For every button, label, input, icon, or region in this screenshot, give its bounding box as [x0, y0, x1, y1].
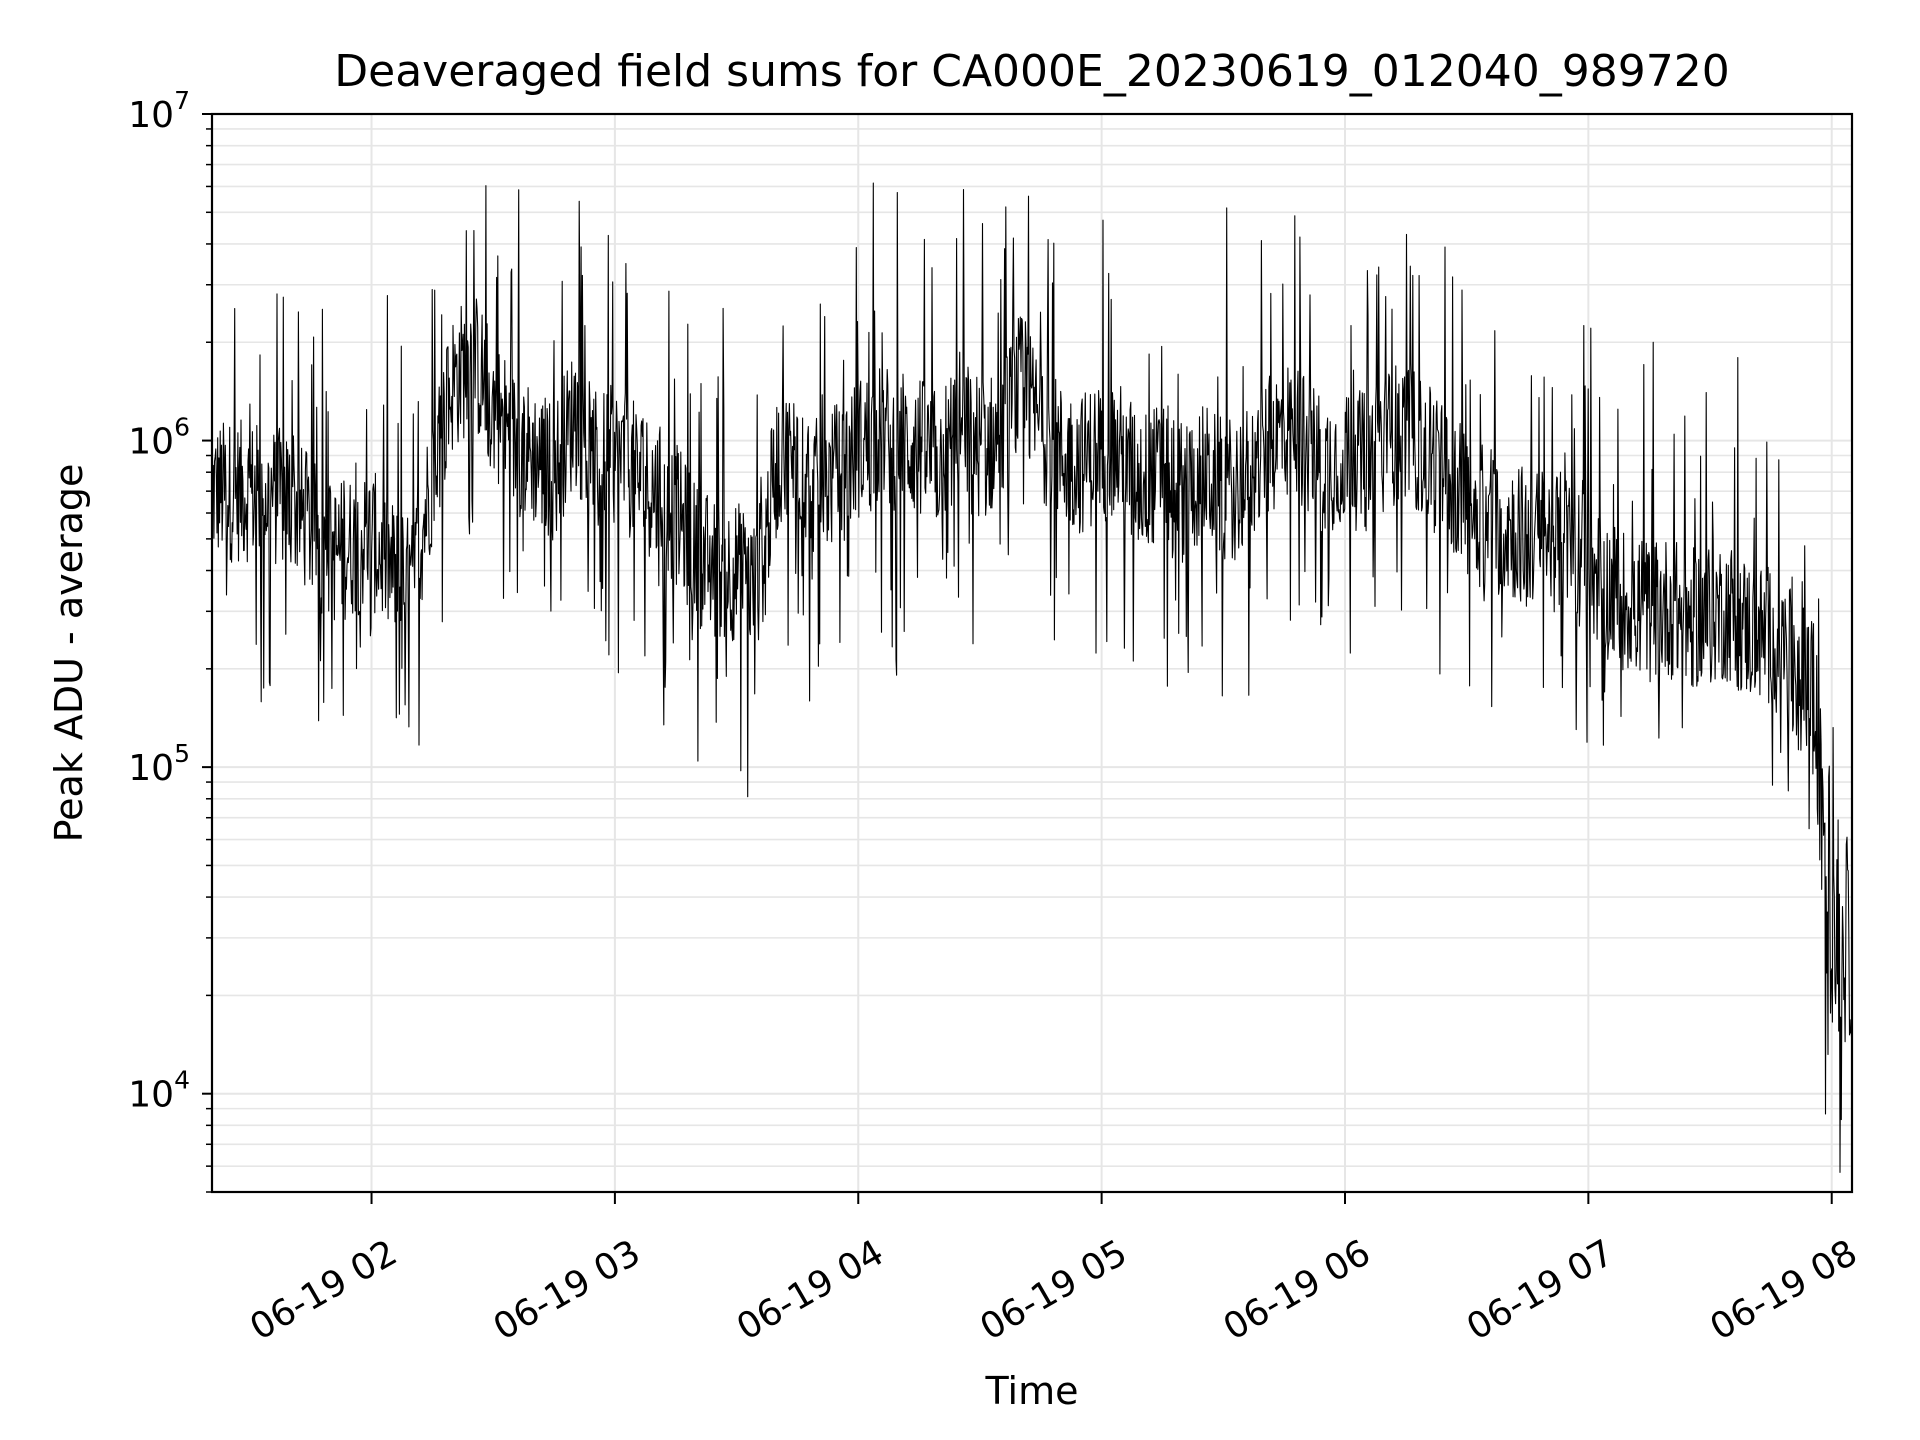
series-layer — [211, 182, 1853, 1173]
x-tick-label: 06-19 04 — [730, 1232, 891, 1348]
grid-layer — [212, 113, 1852, 1193]
y-tick-label: 104 — [128, 1066, 190, 1116]
x-tick-label: 06-19 06 — [1217, 1232, 1378, 1348]
x-tick-label: 06-19 02 — [243, 1232, 404, 1348]
x-tick-label: 06-19 03 — [487, 1232, 648, 1348]
y-axis-label: Peak ADU - average — [47, 464, 91, 843]
x-axis-label: Time — [985, 1369, 1079, 1413]
series-line — [211, 182, 1853, 1173]
y-tick-label: 107 — [128, 86, 190, 136]
x-tick-label: 06-19 05 — [973, 1232, 1134, 1348]
x-tick-label: 06-19 08 — [1704, 1232, 1865, 1348]
x-tick-label: 06-19 07 — [1460, 1232, 1621, 1348]
y-tick-label: 106 — [128, 413, 190, 463]
y-tick-label: 105 — [128, 739, 190, 789]
chart-title: Deaveraged field sums for CA000E_2023061… — [334, 46, 1729, 97]
plot-frame — [210, 112, 1854, 1194]
